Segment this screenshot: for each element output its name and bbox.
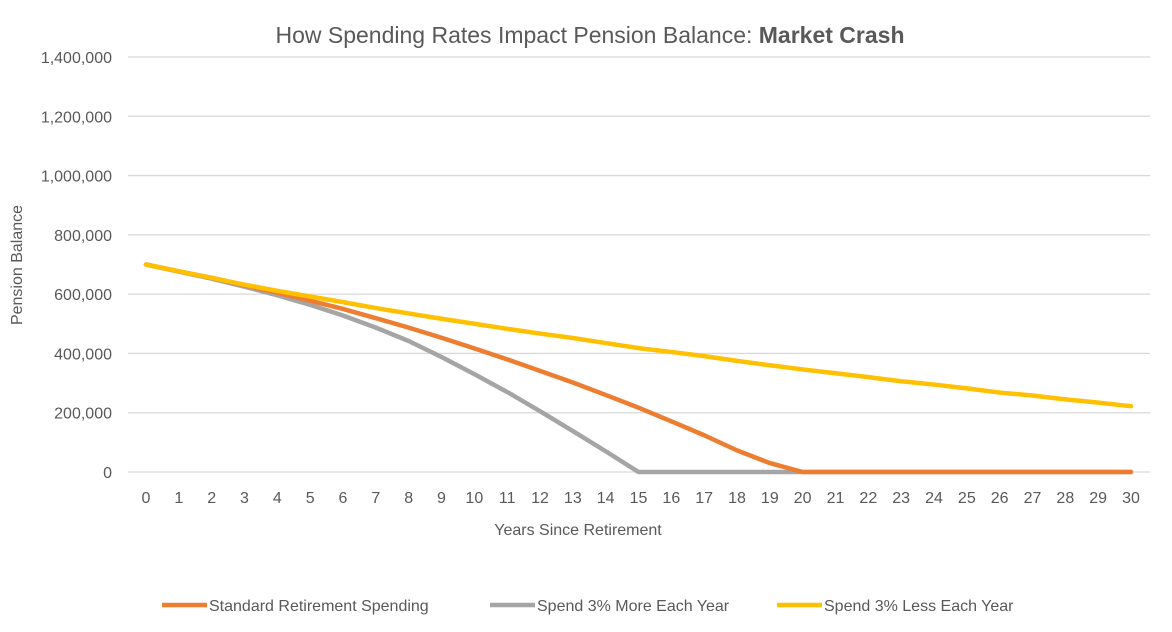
x-tick-label: 23 [892, 490, 910, 507]
series-line-0 [143, 262, 1134, 475]
x-tick-label: 5 [306, 490, 315, 507]
x-tick-label: 28 [1056, 490, 1074, 507]
x-tick-label: 17 [695, 490, 713, 507]
legend-item: Spend 3% Less Each Year [777, 598, 1014, 615]
y-tick-label: 1,000,000 [41, 169, 112, 186]
legend-item: Spend 3% More Each Year [490, 598, 730, 615]
legend-item: Standard Retirement Spending [162, 598, 429, 615]
x-tick-label: 14 [597, 490, 615, 507]
x-tick-label: 16 [662, 490, 680, 507]
x-tick-label: 25 [958, 490, 976, 507]
chart-title: How Spending Rates Impact Pension Balanc… [275, 22, 904, 48]
x-tick-label: 0 [142, 490, 151, 507]
x-tick-label: 9 [437, 490, 446, 507]
x-tick-label: 22 [859, 490, 877, 507]
y-tick-label: 1,200,000 [41, 109, 112, 126]
y-tick-label: 400,000 [54, 346, 112, 363]
x-tick-label: 2 [207, 490, 216, 507]
x-tick-label: 30 [1122, 490, 1140, 507]
y-tick-label: 600,000 [54, 287, 112, 304]
chart-title-main: How Spending Rates Impact Pension Balanc… [275, 22, 758, 48]
x-tick-label: 19 [761, 490, 779, 507]
x-tick-label: 11 [499, 490, 516, 507]
y-tick-label: 800,000 [54, 228, 112, 245]
x-tick-label: 26 [991, 490, 1009, 507]
x-tick-label: 12 [531, 490, 549, 507]
x-tick-label: 6 [339, 490, 348, 507]
x-tick-label: 21 [827, 490, 845, 507]
legend-label: Spend 3% Less Each Year [824, 598, 1014, 615]
x-tick-label: 10 [465, 490, 483, 507]
x-tick-label: 7 [371, 490, 380, 507]
x-tick-label: 3 [240, 490, 249, 507]
x-tick-label: 13 [564, 490, 582, 507]
chart-title-bold: Market Crash [759, 22, 905, 48]
series-line-2 [143, 262, 1134, 409]
legend-label: Standard Retirement Spending [209, 598, 429, 615]
x-tick-label: 24 [925, 490, 943, 507]
x-tick-label: 1 [174, 490, 183, 507]
y-tick-label: 0 [103, 465, 112, 482]
y-axis-title: Pension Balance [9, 205, 26, 325]
x-tick-label: 29 [1089, 490, 1107, 507]
x-tick-label: 8 [404, 490, 413, 507]
x-tick-label: 27 [1024, 490, 1042, 507]
y-tick-label: 200,000 [54, 406, 112, 423]
y-tick-label: 1,400,000 [41, 50, 112, 67]
legend-label: Spend 3% More Each Year [537, 598, 730, 615]
x-tick-label: 20 [794, 490, 812, 507]
x-tick-label: 15 [630, 490, 648, 507]
x-tick-label: 18 [728, 490, 746, 507]
x-tick-label: 4 [273, 490, 282, 507]
x-axis-title: Years Since Retirement [494, 522, 662, 539]
